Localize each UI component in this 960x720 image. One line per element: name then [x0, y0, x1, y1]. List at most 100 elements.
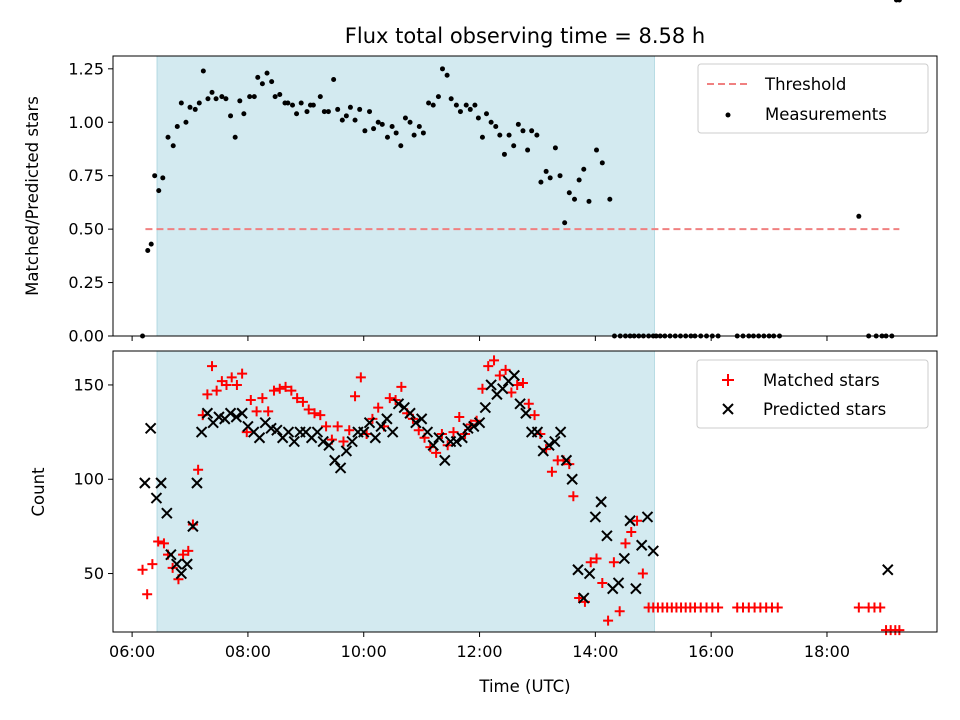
- matched-star-point: [853, 602, 864, 613]
- matched-star-point: [632, 515, 643, 526]
- measurement-point: [566, 190, 572, 196]
- measurement-point: [493, 124, 499, 130]
- measurement-point: [272, 94, 278, 100]
- predicted-star-point: [427, 439, 439, 452]
- matched-star-point: [251, 406, 262, 417]
- x-tick-label: 08:00: [225, 642, 271, 661]
- matched-star-point: [147, 559, 158, 570]
- top-legend-frame: [697, 63, 929, 134]
- matched-star-point: [355, 372, 366, 383]
- matched-star-point: [193, 464, 204, 475]
- measurement-point: [357, 106, 363, 112]
- measurement-point: [384, 134, 390, 140]
- predicted-star-point: [578, 592, 590, 604]
- measurement-point: [439, 66, 445, 72]
- predicted-star-point: [450, 435, 463, 448]
- x-tick-label: 18:00: [804, 642, 850, 661]
- measurement-point: [497, 132, 503, 138]
- matched-star-point: [772, 602, 783, 613]
- matched-star-point: [529, 410, 540, 421]
- matched-star-point: [350, 391, 361, 402]
- measurement-point: [321, 109, 327, 115]
- measurement-point: [420, 130, 426, 136]
- matched-star-point: [713, 602, 724, 613]
- measurements-legend-marker: [725, 112, 731, 118]
- predicted-star-point: [288, 435, 300, 448]
- measurement-point: [145, 248, 151, 254]
- predicted-star-point: [191, 477, 203, 489]
- measurement-point: [237, 98, 243, 104]
- predicted-star-point: [433, 432, 445, 444]
- predicted-star-point: [170, 558, 183, 570]
- predicted-star-point: [630, 582, 642, 595]
- predicted-star-point: [496, 383, 509, 395]
- predicted-star-point: [334, 462, 347, 474]
- measurement-point: [572, 196, 578, 202]
- matched-star-point: [321, 421, 332, 432]
- matched-star-point: [506, 387, 517, 398]
- x-tick-label: 16:00: [688, 642, 734, 661]
- measurement-point: [213, 96, 219, 102]
- measurement-point: [411, 132, 417, 138]
- measurement-point: [335, 106, 341, 112]
- measurement-point: [562, 220, 568, 226]
- matched-star-point: [512, 379, 523, 390]
- predicted-star-point: [271, 424, 283, 436]
- predicted-star-point: [195, 426, 208, 438]
- predicted-star-point: [439, 454, 451, 467]
- predicted-star-point: [187, 520, 199, 533]
- measurement-point: [547, 175, 553, 181]
- top-y-tick-label: 0.00: [68, 327, 104, 346]
- measurement-point: [152, 173, 158, 179]
- matched-star-point: [894, 625, 905, 636]
- measurement-point: [557, 173, 563, 179]
- predicted-star-point: [201, 407, 214, 419]
- measurement-point: [402, 115, 408, 121]
- predicted-star-point: [161, 507, 173, 519]
- matched-star-point: [332, 421, 343, 432]
- x-tick-label: 12:00: [456, 642, 502, 661]
- measurement-point: [529, 128, 535, 134]
- measurement-point: [347, 104, 353, 110]
- measurement-point: [183, 119, 189, 125]
- measurement-point: [219, 94, 225, 100]
- matched-star-point: [137, 564, 148, 575]
- measurement-point: [581, 166, 587, 172]
- measurement-point: [576, 177, 582, 183]
- predicted-star-point: [323, 439, 335, 452]
- matched-star-point: [517, 378, 528, 389]
- bottom-legend: Matched stars Predicted stars: [696, 359, 929, 429]
- matched-star-point: [280, 381, 291, 392]
- threshold-legend-label: Threshold: [764, 75, 846, 94]
- measurement-point: [209, 89, 215, 95]
- measurement-point: [398, 143, 404, 149]
- measurement-point: [488, 119, 494, 125]
- predicted-star-point: [601, 530, 613, 542]
- matched-star-point: [237, 368, 248, 379]
- measurement-point: [192, 106, 198, 112]
- measurement-point: [448, 96, 454, 102]
- predicted-star-point: [485, 379, 497, 391]
- predicted-star-point: [144, 422, 157, 435]
- measurement-point: [232, 134, 238, 140]
- matched-star-point: [500, 364, 511, 375]
- matched-star-point: [263, 406, 274, 417]
- measurement-point: [178, 100, 184, 106]
- measurement-point: [435, 94, 441, 100]
- predicted-star-point: [572, 564, 584, 576]
- x-tick-label: 14:00: [572, 642, 618, 661]
- measurement-point: [538, 179, 544, 185]
- top-y-tick-label: 0.25: [68, 273, 104, 292]
- predicted-star-point: [560, 454, 573, 467]
- measurement-point: [156, 188, 162, 194]
- measurement-point: [251, 94, 257, 100]
- measurement-point: [187, 104, 193, 110]
- measurement-point: [298, 100, 304, 106]
- predicted-star-point: [236, 407, 248, 419]
- predicted-star-point: [369, 432, 382, 444]
- measurement-point: [856, 213, 862, 219]
- predicted-star-point: [595, 496, 607, 508]
- matched-star-point: [178, 549, 189, 560]
- matched-star-point: [620, 538, 631, 549]
- predicted-star-point: [346, 435, 358, 448]
